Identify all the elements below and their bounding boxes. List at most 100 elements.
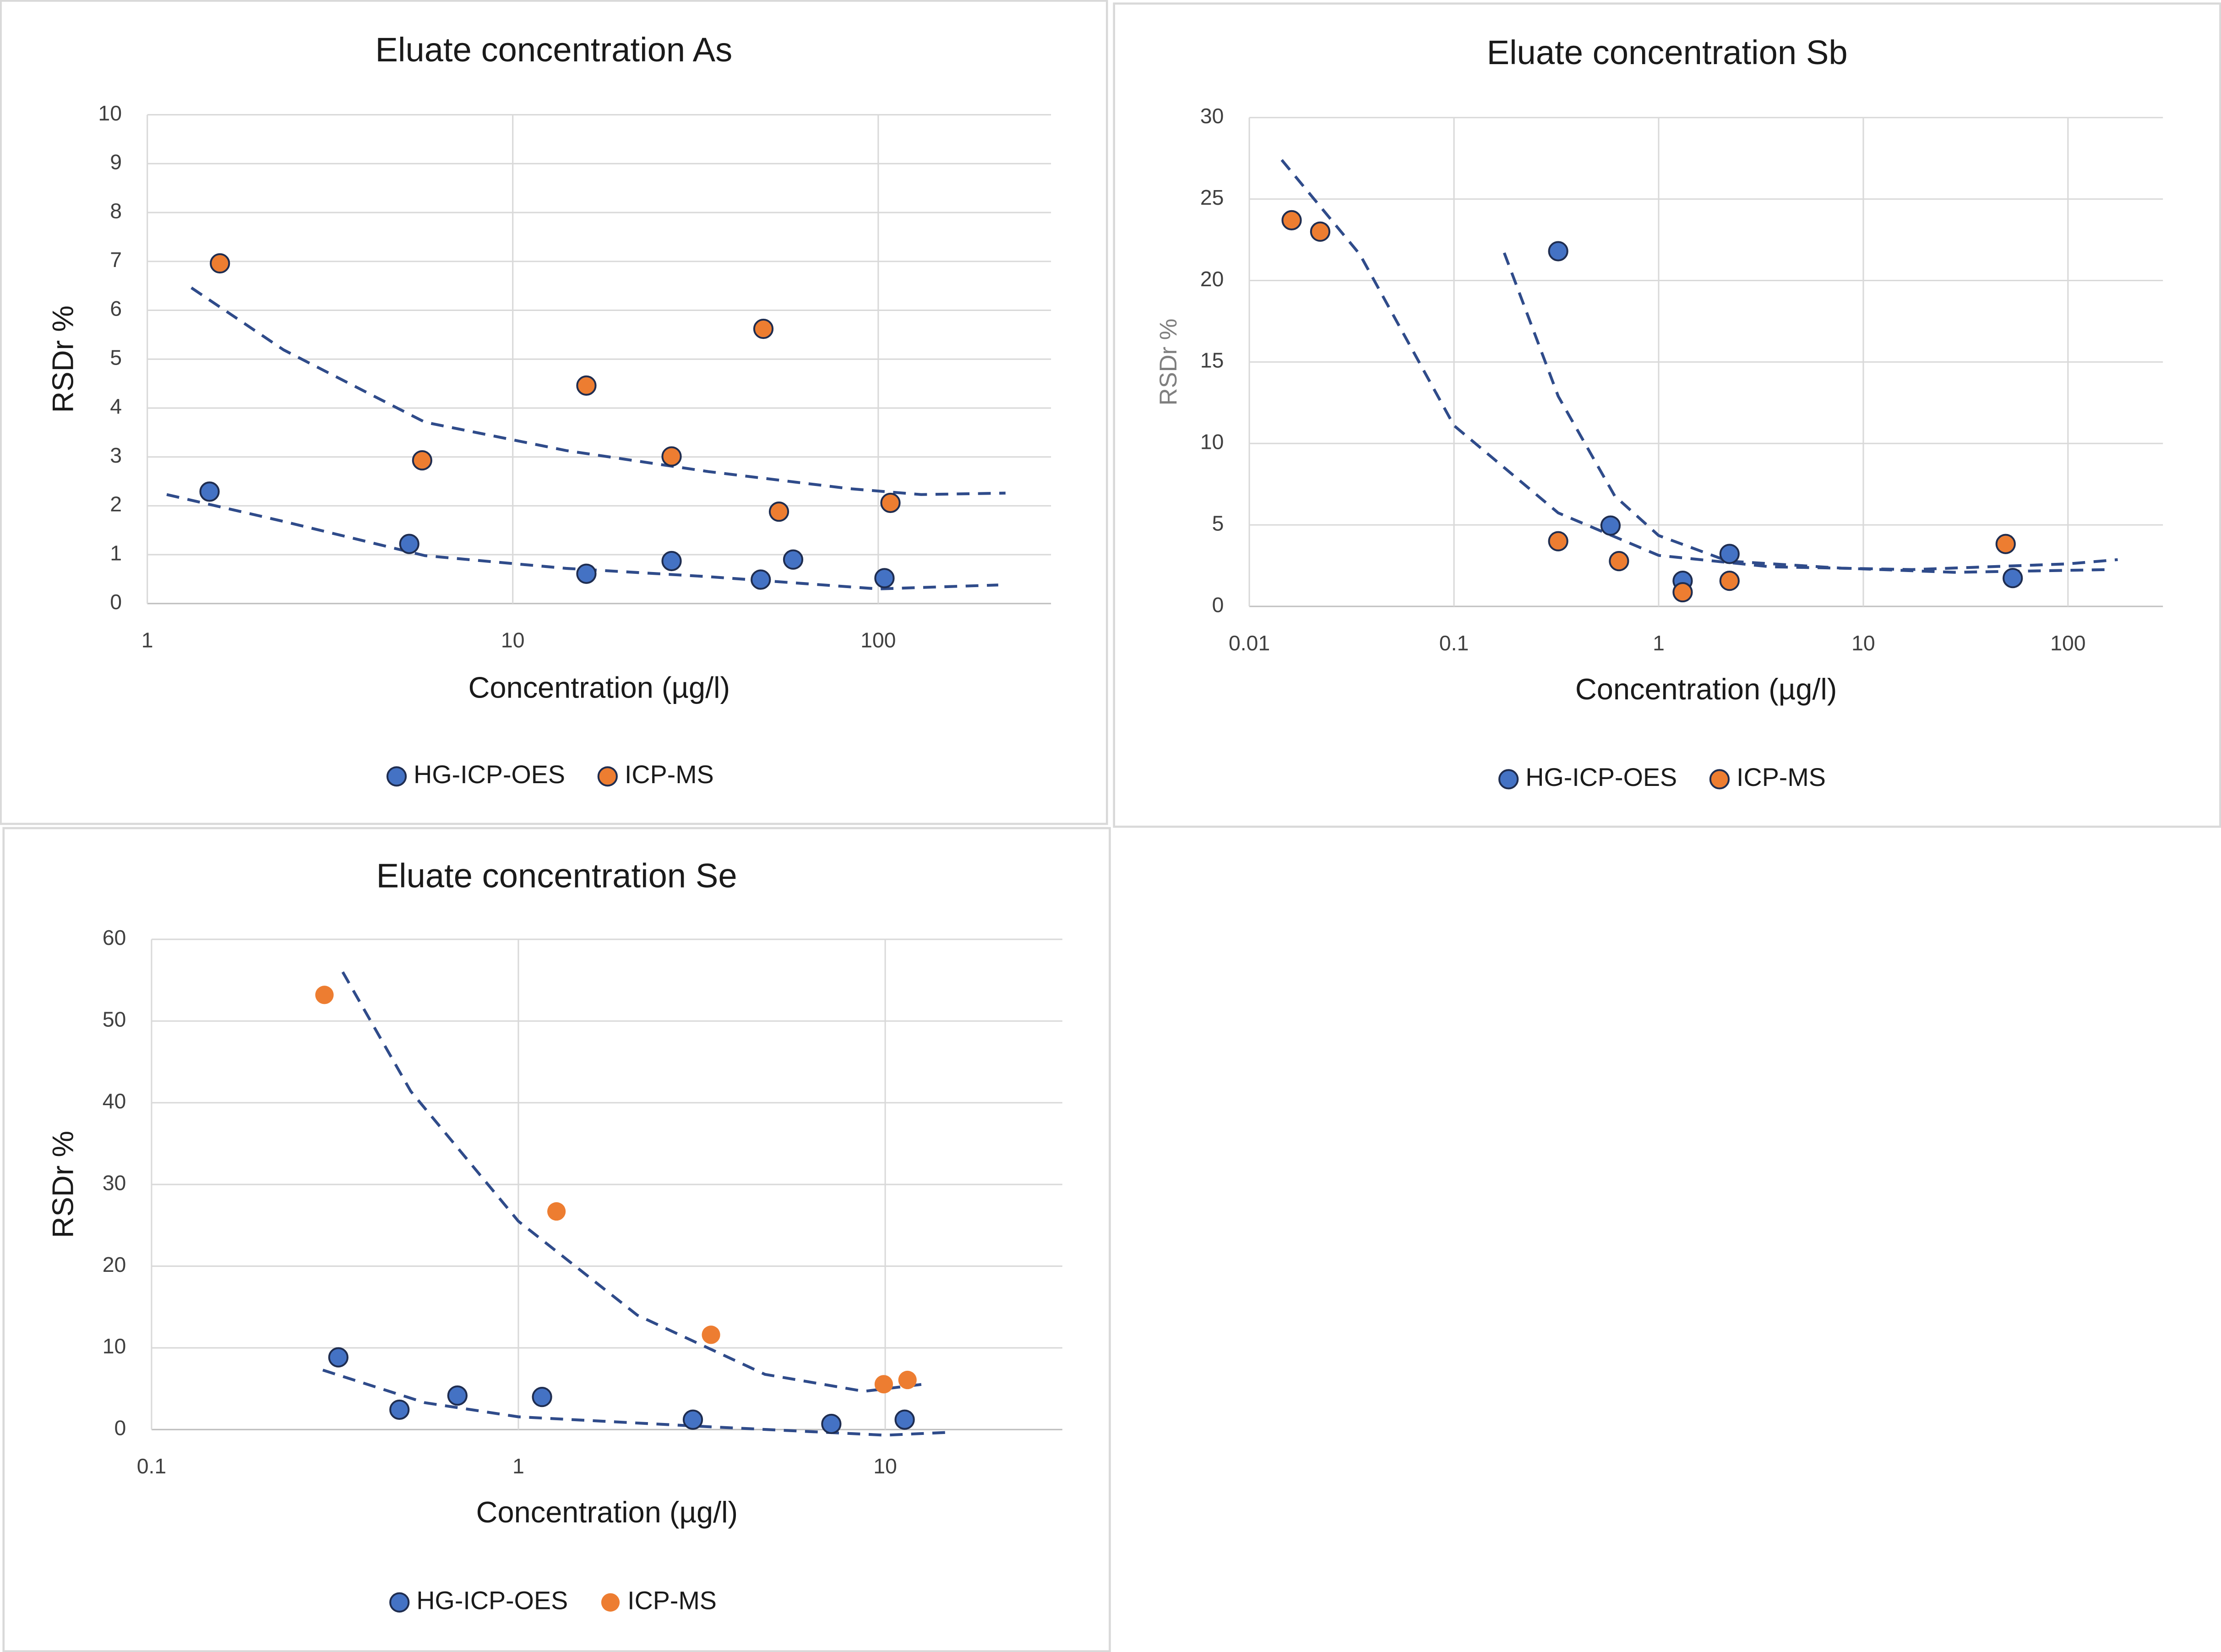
panel-border	[0, 0, 1108, 825]
data-point	[751, 569, 771, 590]
legend-label: HG-ICP-OES	[414, 760, 565, 789]
y-tick-label: 15	[1200, 349, 1224, 372]
data-point	[874, 568, 895, 589]
data-point	[898, 1370, 917, 1390]
y-tick-label: 60	[103, 926, 126, 949]
y-tick-label: 30	[1200, 104, 1224, 128]
data-point	[1719, 571, 1740, 591]
data-point	[2003, 567, 2023, 589]
data-point	[1281, 210, 1302, 231]
x-tick-label: 100	[860, 628, 896, 652]
y-tick-label: 40	[103, 1089, 126, 1113]
data-point	[412, 450, 432, 471]
panel-border	[1113, 2, 2221, 828]
data-point	[768, 502, 789, 522]
legend-label: HG-ICP-OES	[416, 1586, 568, 1614]
x-axis-title: Concentration (µg/l)	[468, 671, 730, 704]
data-point	[1609, 551, 1629, 572]
data-point	[447, 1385, 468, 1406]
x-tick-label: 1	[512, 1454, 524, 1478]
data-point	[1672, 582, 1693, 603]
data-point	[661, 446, 682, 467]
data-point	[682, 1409, 703, 1430]
y-tick-label: 30	[103, 1171, 126, 1194]
y-tick-label: 9	[110, 150, 122, 174]
legend-marker	[389, 1592, 410, 1613]
y-tick-label: 3	[110, 443, 122, 467]
x-tick-label: 0.1	[1439, 631, 1469, 655]
legend-label: HG-ICP-OES	[1525, 763, 1677, 791]
data-point	[1600, 515, 1621, 536]
data-point	[661, 551, 682, 572]
x-tick-label: 0.1	[137, 1454, 166, 1478]
trendline	[191, 286, 1006, 496]
data-point	[399, 534, 419, 554]
legend-label: ICP-MS	[1737, 763, 1826, 791]
y-tick-label: 0	[1212, 593, 1224, 616]
data-point	[874, 1375, 893, 1394]
trendline	[341, 971, 924, 1393]
y-tick-label: 4	[110, 394, 122, 418]
y-tick-label: 6	[110, 297, 122, 321]
chart-panel: 0 5 10 15 20 25 30 0.01 0.1 1 10 100 Eluate concentr…	[1113, 2, 2221, 828]
y-tick-label: 50	[103, 1008, 126, 1031]
x-tick-label: 10	[1851, 631, 1875, 655]
y-tick-label: 2	[110, 492, 122, 516]
legend-marker	[601, 1593, 620, 1612]
y-tick-label: 20	[1200, 267, 1224, 291]
data-point	[1719, 544, 1740, 564]
chart-title: Eluate concentration Sb	[1487, 33, 1848, 71]
data-point	[702, 1325, 720, 1344]
trendline	[166, 493, 998, 590]
data-point	[821, 1413, 842, 1434]
data-point	[1310, 221, 1331, 242]
trendline	[322, 1368, 947, 1437]
y-tick-label: 7	[110, 248, 122, 272]
legend-marker	[597, 766, 618, 787]
x-tick-label: 0.01	[1229, 631, 1270, 655]
y-tick-label: 25	[1200, 185, 1224, 209]
data-point	[547, 1202, 566, 1221]
x-tick-label: 100	[2050, 631, 2085, 655]
data-point	[753, 318, 774, 339]
legend-marker	[386, 766, 407, 787]
data-point	[1548, 241, 1568, 262]
y-axis-title: RSDr %	[46, 305, 79, 413]
y-tick-label: 0	[110, 590, 122, 614]
legend-label: ICP-MS	[625, 760, 714, 789]
data-point	[576, 563, 597, 584]
legend-marker	[1709, 769, 1730, 790]
chart-title: Eluate concentration Se	[376, 857, 737, 895]
chart-title: Eluate concentration As	[376, 31, 733, 69]
y-tick-label: 10	[103, 1334, 126, 1358]
y-tick-label: 5	[110, 345, 122, 369]
trendline	[1502, 252, 2111, 574]
legend-marker	[1498, 769, 1519, 790]
x-tick-label: 1	[142, 628, 153, 652]
data-point	[1995, 534, 2016, 554]
data-point	[894, 1409, 915, 1430]
data-point	[328, 1347, 348, 1368]
data-point	[389, 1399, 410, 1420]
x-tick-label: 1	[1653, 631, 1665, 655]
y-axis-title: RSDr %	[46, 1131, 79, 1238]
data-point	[199, 481, 220, 502]
y-axis-title: RSDr %	[1155, 318, 1182, 405]
data-point	[532, 1387, 552, 1407]
x-axis-title: Concentration (µg/l)	[476, 1495, 738, 1529]
panel-border	[2, 827, 1111, 1652]
chart-panel: 0 10 20 30 40 50 60 0.1 1 10 Eluate concentration …	[2, 827, 1111, 1652]
y-tick-label: 20	[103, 1253, 126, 1276]
y-tick-label: 8	[110, 199, 122, 223]
x-tick-label: 10	[501, 628, 525, 652]
y-tick-label: 10	[1200, 430, 1224, 454]
trendline	[1280, 159, 2118, 571]
y-tick-label: 5	[1212, 511, 1224, 535]
data-point	[783, 549, 804, 570]
legend-label: ICP-MS	[627, 1586, 717, 1614]
data-point	[576, 375, 597, 396]
y-tick-label: 10	[98, 101, 122, 125]
data-point	[880, 492, 901, 513]
